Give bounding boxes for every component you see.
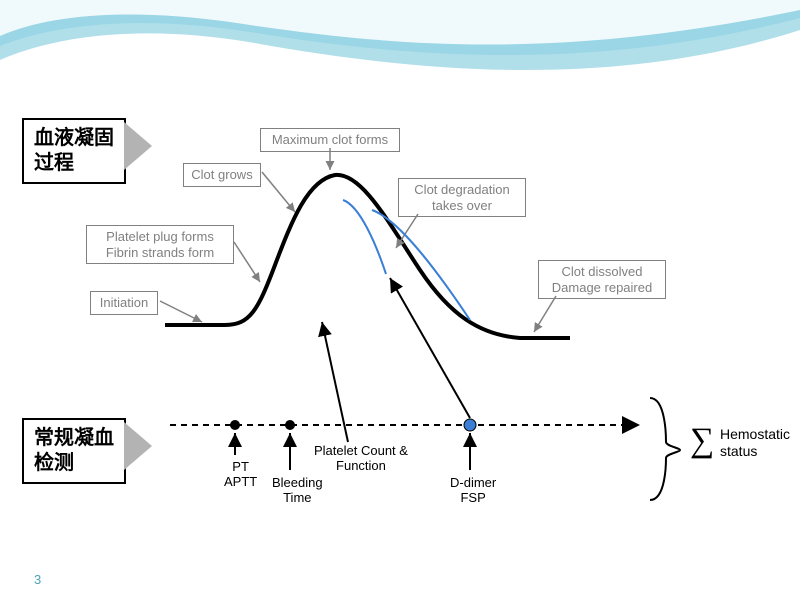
- diagram-svg: [0, 0, 800, 600]
- arrow-degradation: [396, 214, 418, 248]
- big-brace: [650, 398, 680, 500]
- arrow-grows: [262, 172, 295, 212]
- blue-brace-2: [372, 210, 470, 320]
- arrow-ddimer-up: [390, 278, 470, 418]
- dot-ddimer: [464, 419, 476, 431]
- arrow-dissolved: [534, 296, 556, 332]
- clot-curve: [165, 175, 570, 338]
- arrow-initiation: [160, 301, 202, 322]
- dot-pt: [230, 420, 240, 430]
- arrow-platelet: [234, 242, 260, 282]
- dot-bleed: [285, 420, 295, 430]
